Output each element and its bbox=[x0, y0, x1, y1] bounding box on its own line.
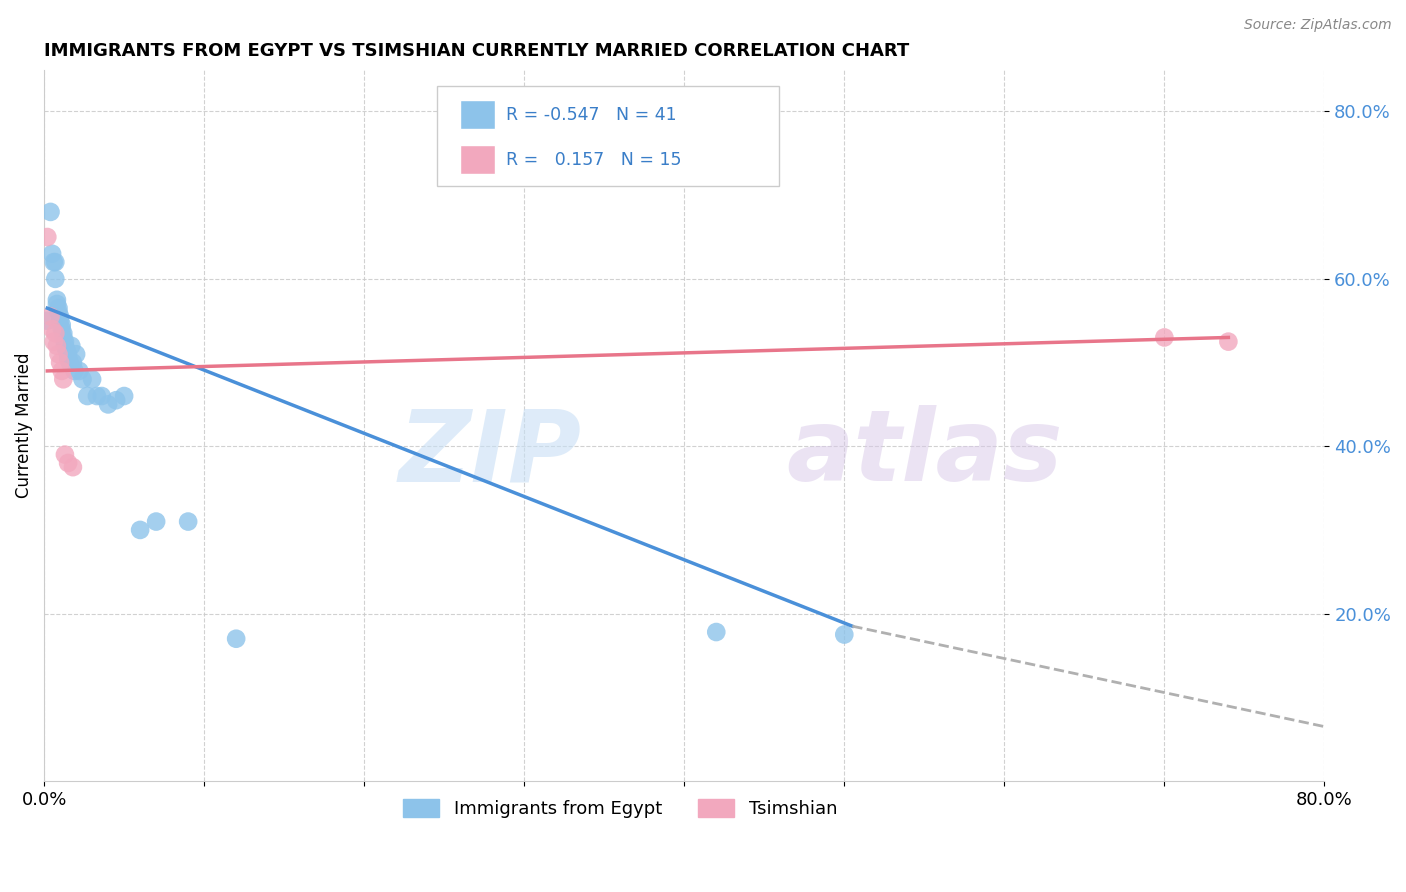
Point bbox=[44, 255, 66, 269]
Point bbox=[37, 230, 59, 244]
Point bbox=[53, 448, 76, 462]
Point bbox=[105, 393, 128, 408]
Point bbox=[225, 632, 247, 646]
Point bbox=[67, 364, 90, 378]
Point bbox=[177, 515, 200, 529]
Point bbox=[45, 293, 67, 307]
Point bbox=[44, 326, 66, 341]
Point bbox=[82, 372, 104, 386]
Point bbox=[63, 364, 86, 378]
Point bbox=[60, 339, 83, 353]
Point bbox=[51, 364, 73, 378]
Text: R =   0.157   N = 15: R = 0.157 N = 15 bbox=[506, 151, 682, 169]
Point bbox=[704, 625, 727, 640]
Point bbox=[55, 343, 77, 357]
Point bbox=[52, 372, 75, 386]
Point bbox=[51, 322, 73, 336]
Point bbox=[42, 334, 65, 349]
Point bbox=[56, 347, 79, 361]
Point bbox=[65, 347, 87, 361]
Text: ZIP: ZIP bbox=[399, 405, 582, 502]
Point bbox=[97, 397, 120, 411]
Y-axis label: Currently Married: Currently Married bbox=[15, 352, 32, 498]
Point bbox=[49, 310, 72, 324]
Point bbox=[49, 355, 72, 369]
Point bbox=[53, 334, 76, 349]
Point bbox=[45, 297, 67, 311]
Text: Source: ZipAtlas.com: Source: ZipAtlas.com bbox=[1244, 18, 1392, 32]
Point bbox=[52, 330, 75, 344]
Point bbox=[832, 627, 855, 641]
Point bbox=[37, 314, 59, 328]
Point bbox=[44, 272, 66, 286]
Legend: Immigrants from Egypt, Tsimshian: Immigrants from Egypt, Tsimshian bbox=[396, 791, 845, 825]
Point bbox=[56, 351, 79, 366]
Point bbox=[53, 339, 76, 353]
Point bbox=[112, 389, 135, 403]
Point bbox=[145, 515, 167, 529]
Point bbox=[48, 301, 70, 315]
Point bbox=[41, 322, 63, 336]
Point bbox=[72, 372, 94, 386]
Point bbox=[49, 314, 72, 328]
Point bbox=[39, 205, 62, 219]
Point bbox=[129, 523, 152, 537]
Point bbox=[90, 389, 112, 403]
Point bbox=[59, 355, 82, 369]
Point bbox=[56, 456, 79, 470]
Text: atlas: atlas bbox=[787, 405, 1063, 502]
Point bbox=[1218, 334, 1240, 349]
Point bbox=[76, 389, 98, 403]
Point bbox=[62, 460, 84, 475]
Point bbox=[41, 246, 63, 260]
Point bbox=[42, 255, 65, 269]
Point bbox=[48, 347, 70, 361]
Point bbox=[1153, 330, 1175, 344]
Point bbox=[62, 355, 84, 369]
Point bbox=[51, 318, 73, 332]
Point bbox=[48, 305, 70, 319]
Point bbox=[45, 339, 67, 353]
Point bbox=[39, 310, 62, 324]
Point bbox=[52, 326, 75, 341]
Point bbox=[86, 389, 108, 403]
Text: IMMIGRANTS FROM EGYPT VS TSIMSHIAN CURRENTLY MARRIED CORRELATION CHART: IMMIGRANTS FROM EGYPT VS TSIMSHIAN CURRE… bbox=[44, 42, 910, 60]
Text: R = -0.547   N = 41: R = -0.547 N = 41 bbox=[506, 105, 676, 124]
